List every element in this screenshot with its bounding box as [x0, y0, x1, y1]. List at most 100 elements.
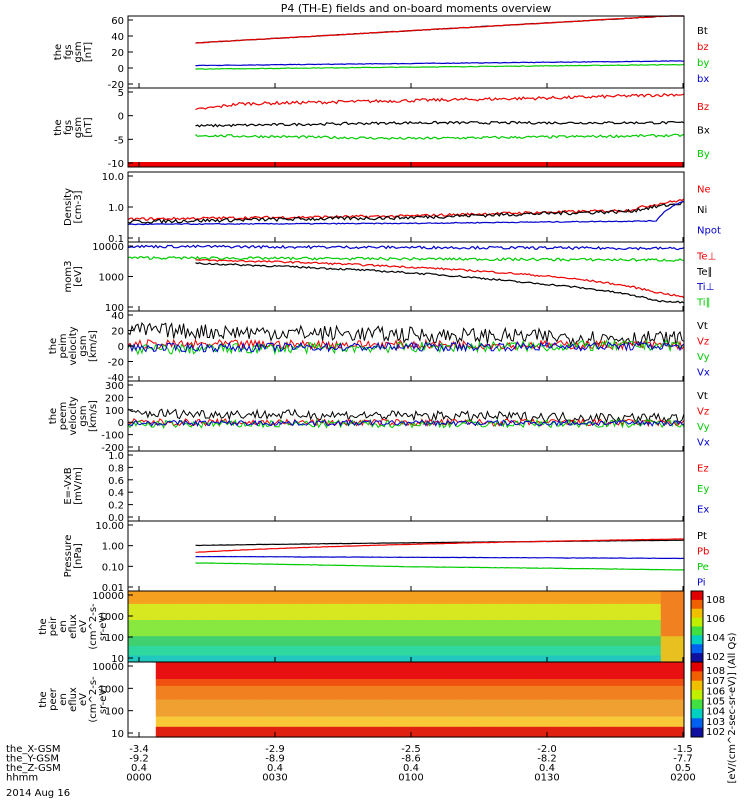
- heat-cell: [623, 639, 629, 644]
- heat-cell: [507, 709, 514, 714]
- heat-cell: [475, 636, 481, 640]
- heat-cell: [271, 645, 277, 650]
- heat-cell: [322, 692, 328, 697]
- heat-cell: [457, 603, 463, 608]
- heat-cell: [424, 706, 430, 711]
- heat-cell: [466, 591, 472, 595]
- heat-cell: [155, 699, 161, 704]
- y-tick-label: 0: [118, 418, 124, 429]
- series-line-Ne: [127, 198, 685, 222]
- y-tick-label: 0.1: [108, 234, 124, 245]
- heat-cell: [155, 645, 161, 650]
- heat-cell: [271, 689, 277, 694]
- heat-cell: [128, 600, 134, 605]
- heat-cell: [656, 642, 662, 647]
- heat-cell: [443, 600, 449, 605]
- heat-cell: [331, 665, 338, 670]
- heat-cell: [670, 603, 676, 608]
- heat-cell: [373, 603, 379, 608]
- heat-cell: [424, 642, 430, 647]
- heat-cell: [512, 652, 518, 657]
- heat-cell: [512, 689, 518, 694]
- heat-cell: [183, 716, 189, 721]
- heat-cell: [582, 616, 588, 621]
- heat-cell: [605, 642, 611, 647]
- heat-cell: [169, 675, 175, 680]
- heat-cell: [475, 591, 481, 595]
- heat-cell: [243, 733, 249, 738]
- heat-cell: [452, 655, 458, 660]
- heat-cell: [262, 699, 268, 704]
- heat-cell: [549, 652, 555, 657]
- heat-cell: [253, 682, 259, 687]
- heat-cell: [563, 649, 569, 653]
- heat-cell: [452, 597, 458, 602]
- heat-cell: [651, 649, 657, 653]
- heat-cell: [577, 692, 583, 697]
- heat-cell: [280, 594, 287, 598]
- heat-cell: [480, 597, 486, 602]
- heat-cell: [406, 620, 412, 624]
- heat-cell: [318, 682, 324, 687]
- heat-cell: [290, 613, 296, 618]
- heat-cell: [424, 723, 430, 728]
- heat-cell: [480, 733, 486, 738]
- heat-cell: [623, 623, 629, 628]
- heat-cell: [290, 706, 296, 711]
- heat-cell: [494, 607, 500, 611]
- heat-cell: [331, 645, 338, 650]
- heat-cell: [494, 689, 500, 694]
- heat-cell: [234, 629, 240, 634]
- heat-cell: [494, 636, 500, 640]
- heat-cell: [466, 709, 472, 714]
- heat-cell: [294, 649, 300, 653]
- heat-cell: [406, 636, 412, 640]
- heat-cell: [318, 610, 324, 615]
- heat-cell: [387, 591, 393, 595]
- heat-cell: [512, 730, 518, 735]
- heat-cell: [355, 600, 361, 605]
- heat-cell: [179, 633, 185, 637]
- heat-cell: [415, 613, 421, 618]
- heat-cell: [179, 662, 185, 666]
- heat-cell: [679, 658, 685, 663]
- heat-cell: [378, 668, 384, 673]
- heat-cell: [216, 665, 222, 670]
- heat-cell: [276, 720, 282, 724]
- heat-cell: [535, 594, 541, 598]
- heat-cell: [545, 696, 551, 701]
- heat-cell: [540, 730, 546, 735]
- heat-cell: [392, 720, 398, 724]
- heat-cell: [220, 616, 226, 621]
- heat-cell: [202, 652, 208, 657]
- heat-cell: [290, 696, 296, 701]
- heat-cell: [577, 655, 583, 660]
- series-line-Bx: [195, 120, 685, 128]
- heat-cell: [656, 629, 662, 634]
- heat-cell: [290, 709, 296, 714]
- heat-cell: [267, 696, 273, 701]
- heat-cell: [169, 709, 175, 714]
- heat-cell: [373, 591, 379, 595]
- series-line-Vx: [127, 419, 685, 427]
- heat-cell: [637, 616, 643, 621]
- heat-cell: [586, 730, 592, 735]
- heat-cell: [582, 652, 588, 657]
- heat-cell: [387, 629, 393, 634]
- heat-cell: [568, 658, 574, 663]
- heat-cell: [294, 639, 300, 644]
- heat-cell: [359, 675, 365, 680]
- heat-cell: [290, 699, 296, 704]
- heat-cell: [234, 668, 240, 673]
- heat-cell: [470, 620, 477, 624]
- heat-cell: [234, 591, 240, 595]
- heat-cell: [498, 723, 504, 728]
- heat-cell: [174, 623, 180, 628]
- colorbar-tick: 106: [706, 614, 725, 625]
- heat-cell: [248, 726, 254, 731]
- heat-cell: [216, 616, 222, 621]
- heat-cell: [216, 642, 222, 647]
- heat-cell: [280, 636, 287, 640]
- heat-cell: [535, 716, 541, 721]
- heat-cell: [424, 716, 430, 721]
